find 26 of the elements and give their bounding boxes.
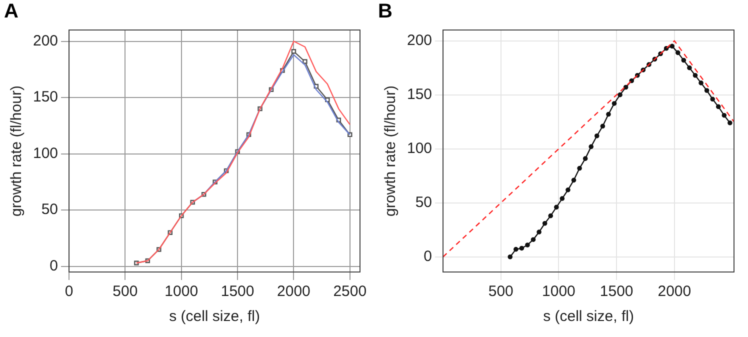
x-tick-label: 1500 <box>220 283 254 300</box>
x-tick-label: 2000 <box>658 283 692 300</box>
x-tick-label: 1000 <box>164 283 198 300</box>
y-tick-label: 50 <box>415 194 432 211</box>
x-tick-label: 2500 <box>333 283 367 300</box>
x-tick-label: 500 <box>112 283 138 300</box>
y-tick-label: 100 <box>406 140 432 157</box>
y-axis-title: growth rate (fl/hour) <box>382 86 400 216</box>
y-tick-label: 150 <box>406 86 432 103</box>
y-tick-label: 100 <box>32 144 58 162</box>
x-axis-title: s (cell size, fl) <box>543 308 634 326</box>
y-tick-label: 200 <box>406 32 432 49</box>
x-tick-label: 500 <box>488 283 514 300</box>
chart-title: A <box>4 0 18 23</box>
x-tick-label: 0 <box>64 283 74 300</box>
y-tick-label: 50 <box>41 201 58 218</box>
x-tick-label: 2000 <box>277 283 310 300</box>
y-axis-title: growth rate (fl/hour) <box>8 86 26 216</box>
x-tick-label: 1500 <box>600 283 634 300</box>
y-tick-label: 0 <box>424 248 432 266</box>
y-tick-label: 200 <box>32 32 58 50</box>
x-axis-title: s (cell size, fl) <box>169 308 260 326</box>
y-tick-label: 150 <box>32 88 58 106</box>
chart-title: B <box>378 0 392 23</box>
y-tick-label: 0 <box>50 258 58 275</box>
x-tick-label: 1000 <box>542 283 576 300</box>
